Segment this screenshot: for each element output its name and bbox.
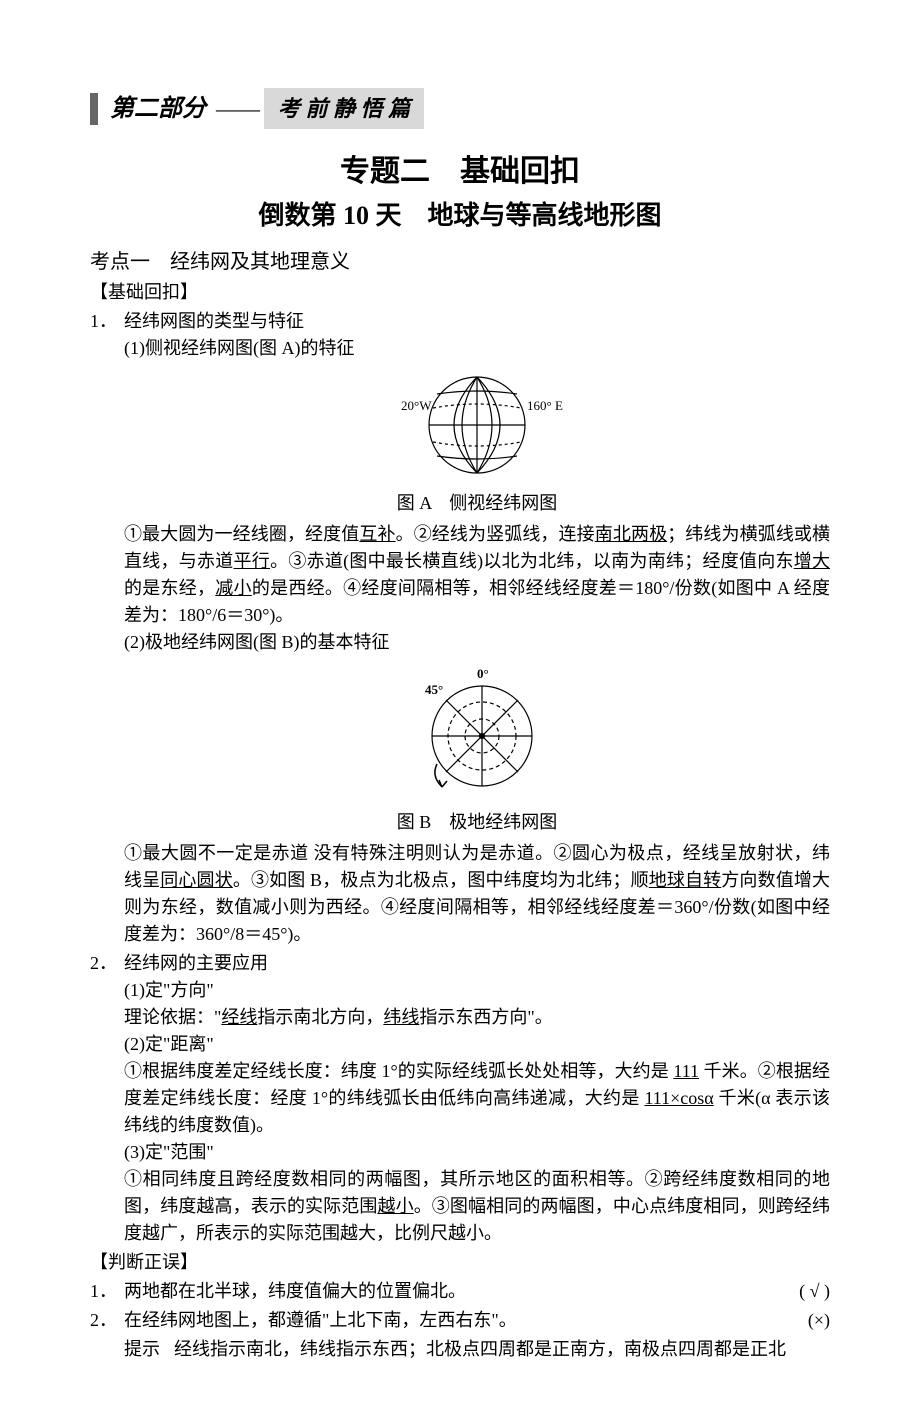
- figA-right-label: 160° E: [527, 398, 563, 413]
- tf-2: 2． 在经纬网地图上，都遵循"上北下南，左西右东"。 (×): [90, 1307, 830, 1334]
- tf-1: 1． 两地都在北半球，纬度值偏大的位置偏北。 ( √ ): [90, 1278, 830, 1305]
- item-1-content: 经纬网图的类型与特征 (1)侧视经纬网图(图 A)的特征: [124, 308, 830, 948]
- item-1-body1: ①最大圆为一经线圈，经度值互补。②经线为竖弧线，连接南北两极；纬线为横弧线或横直…: [124, 521, 830, 629]
- figA-left-label: 20°W: [401, 398, 432, 413]
- item-1-head: 经纬网图的类型与特征: [124, 308, 830, 335]
- tf-2-stmt: 在经纬网地图上，都遵循"上北下南，左西右东"。: [124, 1307, 780, 1334]
- item-2-p1: (1)定"方向": [124, 977, 830, 1004]
- item-2-p2b: ①根据纬度差定经线长度：纬度 1°的实际经线弧长处处相等，大约是 111 千米。…: [124, 1058, 830, 1139]
- globe-side-icon: 20°W 160° E: [367, 370, 587, 480]
- item-1-p2: (2)极地经纬网图(图 B)的基本特征: [124, 629, 830, 656]
- tf-1-stmt: 两地都在北半球，纬度值偏大的位置偏北。: [124, 1278, 780, 1305]
- main-title: 专题二 基础回扣: [90, 149, 830, 194]
- figB-left-label: 45°: [425, 682, 443, 697]
- item-2: 2． 经纬网的主要应用 (1)定"方向" 理论依据："经线指示南北方向，纬线指示…: [90, 950, 830, 1247]
- tf-1-mark: ( √ ): [780, 1278, 830, 1305]
- hint-text: 经线指示南北，纬线指示东西；北极点四周都是正南方，南极点四周都是正北: [174, 1336, 786, 1363]
- item-1-body2: ①最大圆不一定是赤道 没有特殊注明则认为是赤道。②圆心为极点，经线呈放射状，纬线…: [124, 840, 830, 948]
- item-1-p1: (1)侧视经纬网图(图 A)的特征: [124, 335, 830, 362]
- page: 第二部分 —— 考 前 静 悟 篇 专题二 基础回扣 倒数第 10 天 地球与等…: [0, 0, 920, 1403]
- part-title: 第二部分: [110, 91, 206, 127]
- part-dash: ——: [216, 92, 260, 125]
- item-2-p2: (2)定"距离": [124, 1031, 830, 1058]
- figure-b: 0° 45° 图 B 极地经纬网图: [124, 664, 830, 836]
- globe-polar-icon: 0° 45°: [387, 664, 567, 799]
- item-1: 1． 经纬网图的类型与特征 (1)侧视经纬网图(图 A)的特征: [90, 308, 830, 948]
- basic-label: 【基础回扣】: [90, 279, 830, 306]
- figure-a: 20°W 160° E 图 A 侧视经纬网图: [124, 370, 830, 517]
- item-2-p3b: ①相同纬度且跨经度数相同的两幅图，其所示地区的面积相等。②跨经纬度数相同的地图，…: [124, 1166, 830, 1247]
- item-2-p3: (3)定"范围": [124, 1139, 830, 1166]
- figB-caption: 图 B 极地经纬网图: [124, 809, 830, 836]
- part-subtitle: 考 前 静 悟 篇: [264, 88, 424, 129]
- part-header: 第二部分 —— 考 前 静 悟 篇: [90, 88, 830, 129]
- item-2-head: 经纬网的主要应用: [124, 950, 830, 977]
- item-1-num: 1．: [90, 308, 124, 948]
- item-2-num: 2．: [90, 950, 124, 1247]
- header-bar-icon: [90, 93, 98, 125]
- kaodian-heading: 考点一 经纬网及其地理意义: [90, 247, 830, 277]
- figB-top-label: 0°: [477, 666, 489, 681]
- hint-label: 提示: [124, 1336, 160, 1363]
- figA-caption: 图 A 侧视经纬网图: [124, 490, 830, 517]
- tf-1-num: 1．: [90, 1278, 124, 1305]
- judge-label: 【判断正误】: [90, 1249, 830, 1276]
- item-2-p1b: 理论依据："经线指示南北方向，纬线指示东西方向"。: [124, 1004, 830, 1031]
- tf-2-mark: (×): [780, 1307, 830, 1334]
- hint-row: 提示 经线指示南北，纬线指示东西；北极点四周都是正南方，南极点四周都是正北: [90, 1336, 830, 1363]
- item-2-content: 经纬网的主要应用 (1)定"方向" 理论依据："经线指示南北方向，纬线指示东西方…: [124, 950, 830, 1247]
- sub-title: 倒数第 10 天 地球与等高线地形图: [90, 196, 830, 235]
- tf-2-num: 2．: [90, 1307, 124, 1334]
